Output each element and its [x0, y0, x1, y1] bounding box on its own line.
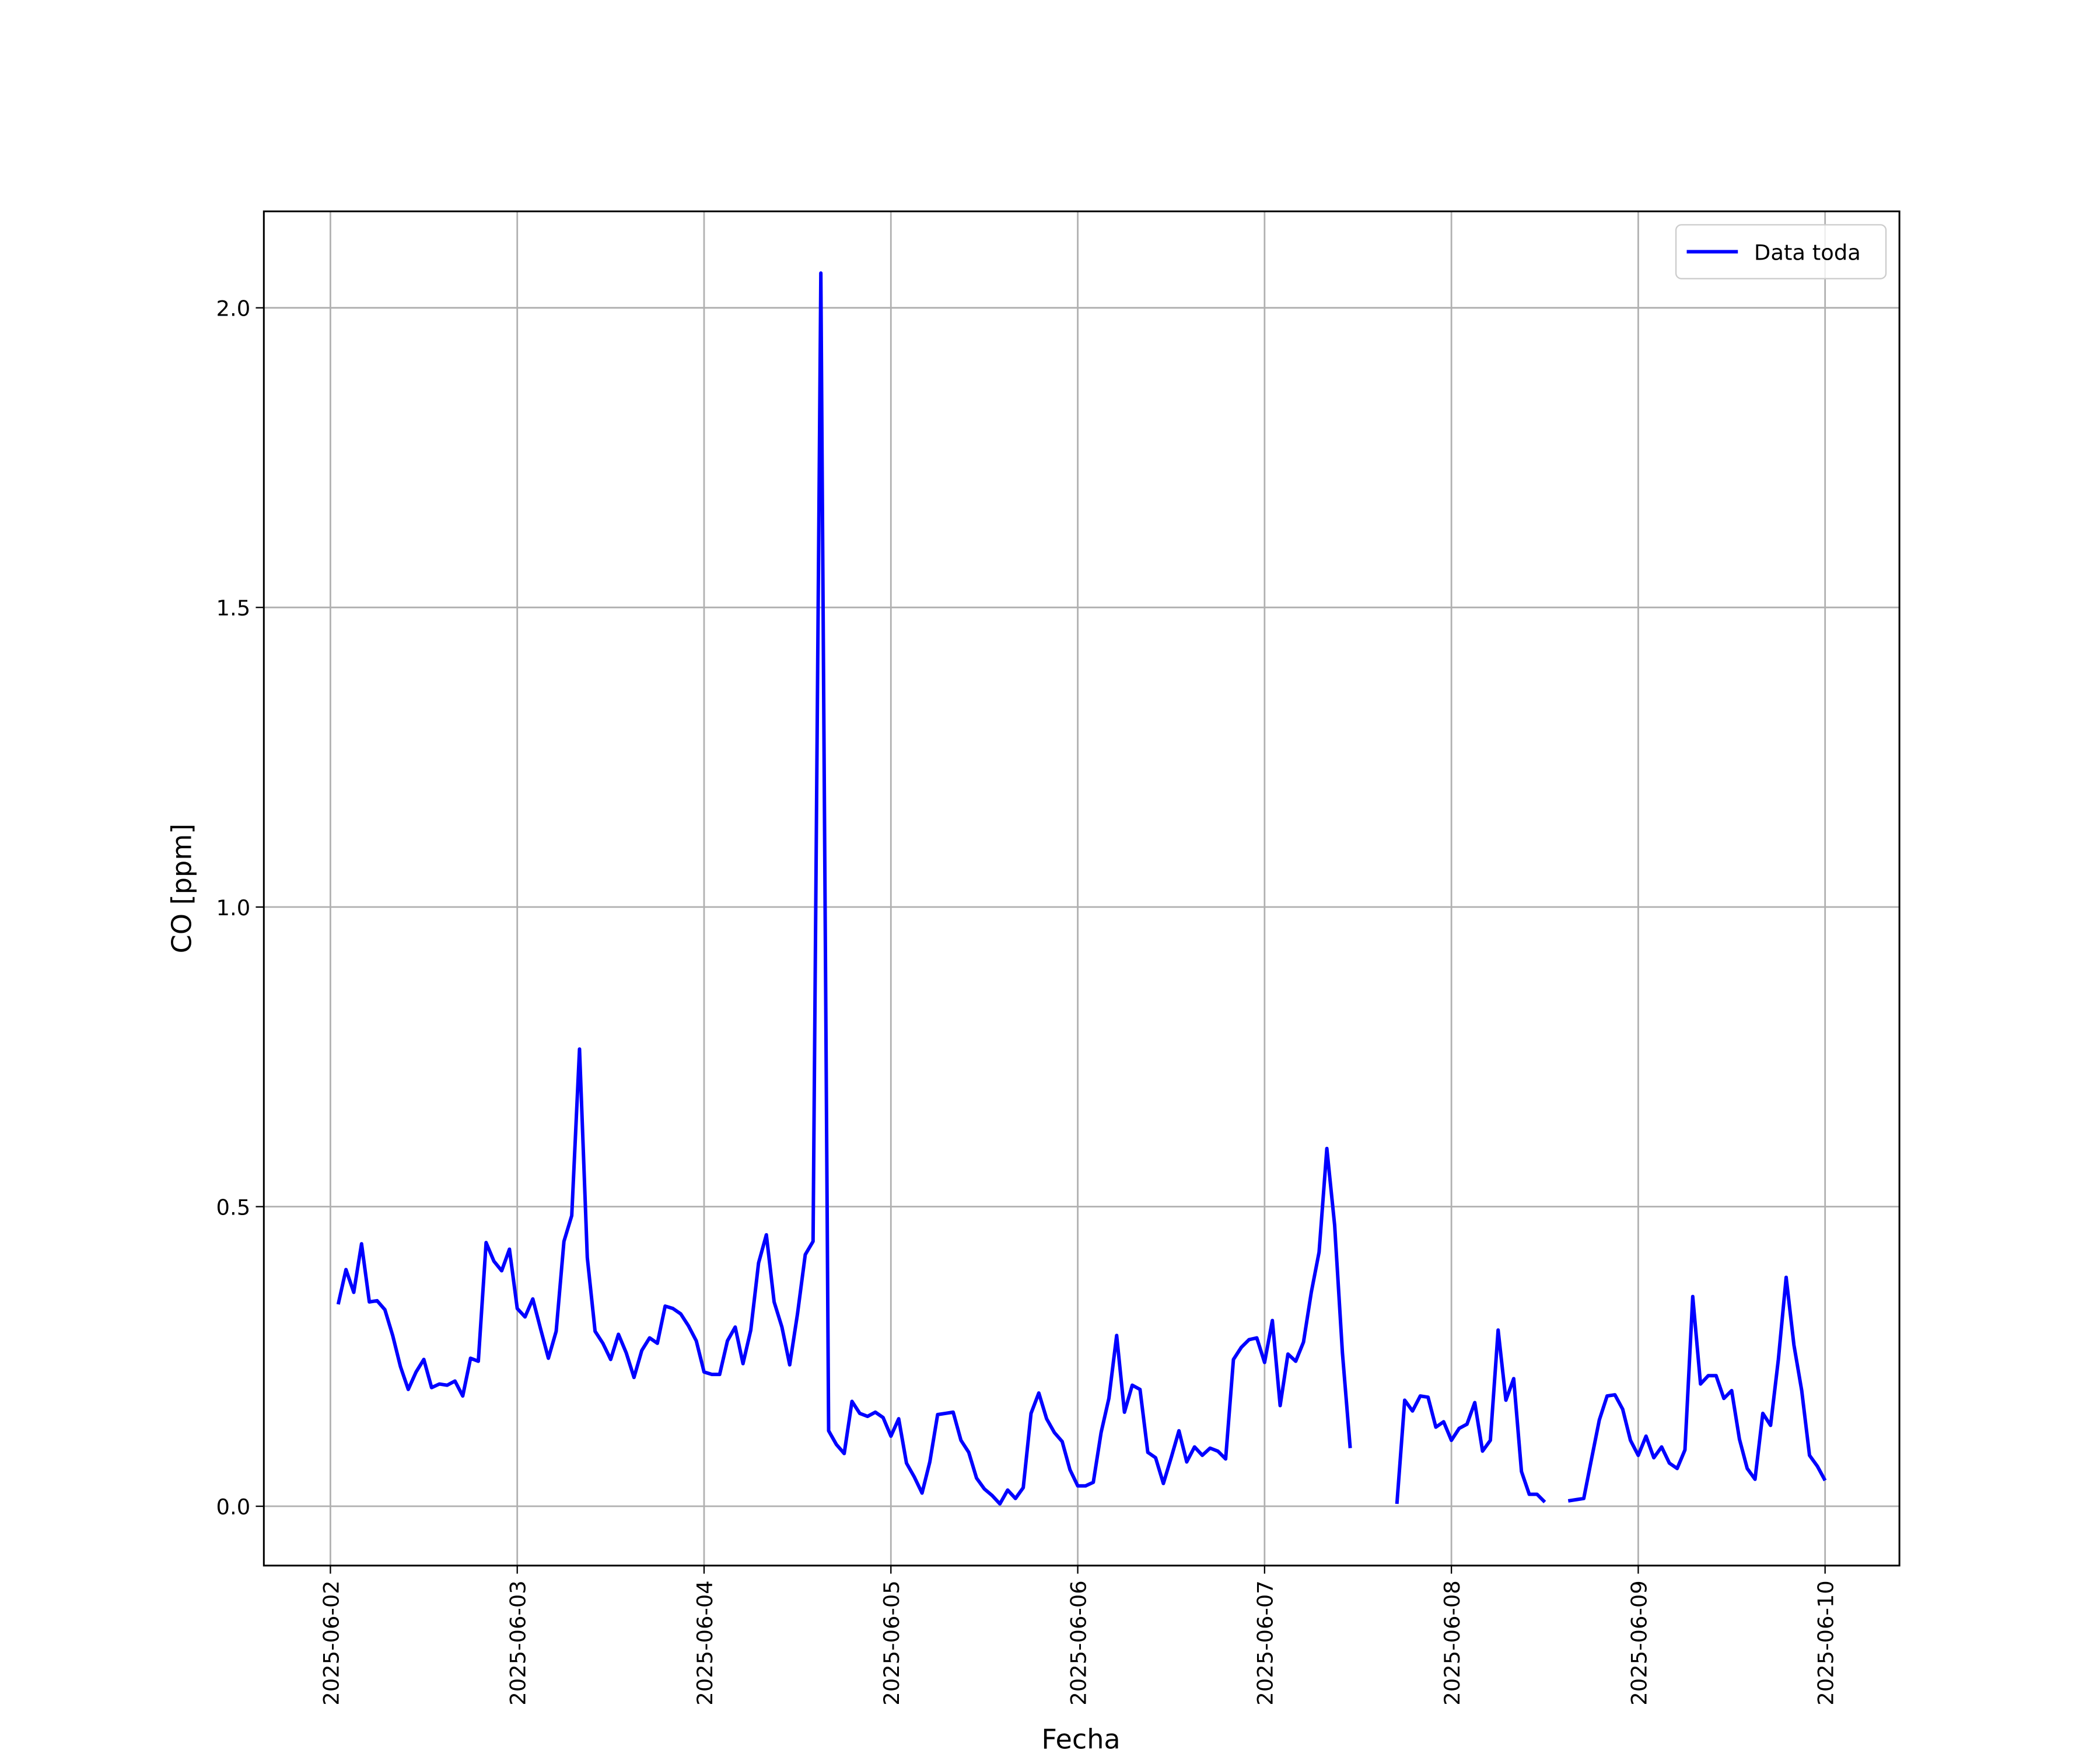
x-tick-label: 2025-06-07	[1253, 1580, 1278, 1705]
y-tick-label: 1.5	[216, 596, 251, 621]
y-tick-label: 1.0	[216, 895, 251, 921]
y-tick-label: 2.0	[216, 296, 251, 321]
y-axis-label: CO [ppm]	[166, 824, 198, 954]
legend: Data toda	[1675, 224, 1887, 279]
y-tick-label: 0.0	[216, 1494, 251, 1520]
x-tick-label: 2025-06-02	[318, 1580, 344, 1705]
x-tick-label: 2025-06-06	[1066, 1580, 1091, 1705]
legend-box	[1675, 224, 1887, 279]
plot-frame	[262, 210, 1901, 1567]
y-tick-label: 0.5	[216, 1195, 251, 1220]
legend-label: Data toda	[1754, 240, 1861, 265]
x-tick-label: 2025-06-04	[692, 1580, 718, 1705]
data-line	[336, 271, 1827, 1506]
x-tick-label: 2025-06-09	[1626, 1580, 1651, 1705]
x-axis-label: Fecha	[1041, 1724, 1120, 1750]
x-tick-label: 2025-06-03	[506, 1580, 531, 1705]
x-tick-label: 2025-06-05	[879, 1580, 904, 1705]
x-tick-label: 2025-06-08	[1440, 1580, 1465, 1705]
x-tick-label: 2025-06-10	[1814, 1580, 1839, 1705]
